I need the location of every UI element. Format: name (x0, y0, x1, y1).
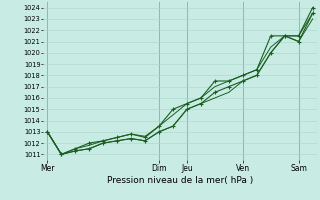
X-axis label: Pression niveau de la mer( hPa ): Pression niveau de la mer( hPa ) (107, 176, 253, 185)
